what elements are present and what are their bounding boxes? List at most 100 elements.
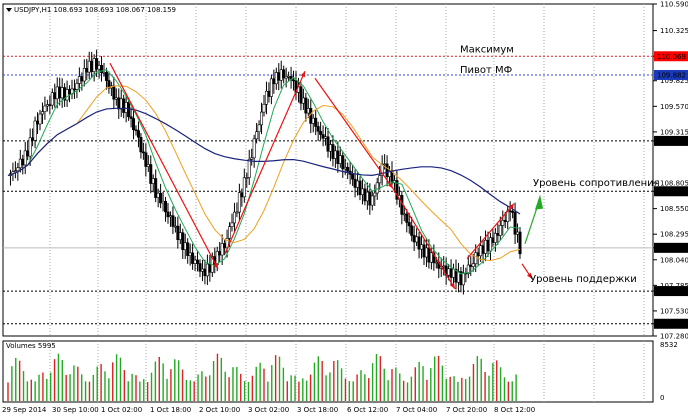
candle-body — [516, 231, 520, 235]
candle-body — [45, 104, 49, 107]
candle-body — [55, 86, 59, 100]
price-tick-label: 108.295 — [660, 231, 688, 239]
candle-body — [181, 232, 185, 251]
level-badge-label: 109.882 — [657, 72, 686, 80]
candle-body — [119, 98, 123, 110]
candle-body — [218, 251, 222, 256]
candle-body — [149, 164, 153, 184]
candle-body — [90, 60, 94, 72]
price-tick-label: 110.325 — [660, 27, 688, 35]
candle-body — [452, 268, 456, 278]
price-tick-label: 108.040 — [660, 256, 688, 264]
candle-body — [314, 117, 318, 127]
x-axis-label: 2 Oct 10:00 — [199, 406, 240, 414]
candle-body — [31, 137, 35, 141]
trend-line-up — [224, 70, 306, 254]
candle-body — [375, 182, 379, 194]
price-tick-label: 108.805 — [660, 180, 688, 188]
candle-body — [151, 178, 155, 184]
candle-body — [203, 268, 207, 277]
x-axis-label: 1 Oct 02:00 — [101, 406, 142, 414]
candle-body — [461, 272, 465, 286]
candle-body — [134, 129, 138, 132]
candle-body — [237, 192, 241, 213]
candle-body — [183, 242, 187, 251]
candle-body — [368, 191, 372, 206]
candle-body — [513, 212, 517, 235]
candle-body — [309, 108, 313, 124]
candle-body — [228, 226, 232, 239]
candle-body — [508, 210, 512, 213]
candle-body — [449, 268, 453, 278]
candle-body — [447, 268, 451, 276]
candle-body — [321, 134, 325, 139]
arrow-head — [300, 71, 305, 78]
candle-body — [112, 85, 116, 100]
candle-body — [417, 236, 421, 250]
candle-body — [87, 60, 91, 73]
level-badge-label: 108.159 — [657, 244, 686, 252]
candle-body — [139, 136, 143, 153]
candle-body — [378, 175, 382, 184]
arrow-head — [450, 282, 455, 289]
candle-body — [75, 83, 79, 90]
price-tick-label: 109.570 — [660, 103, 688, 111]
candle-body — [395, 180, 399, 200]
candle-body — [171, 215, 175, 227]
candle-body — [385, 163, 389, 178]
ma-mid-line — [7, 85, 521, 262]
candle-body — [498, 225, 502, 236]
candle-body — [486, 239, 490, 252]
candle-body — [164, 200, 168, 213]
candle-body — [311, 117, 315, 124]
candle-body — [100, 65, 104, 73]
candle-body — [48, 104, 52, 106]
x-axis-label: 3 Oct 02:00 — [248, 406, 289, 414]
candle-body — [245, 177, 249, 179]
candle-body — [363, 188, 367, 202]
candle-body — [255, 131, 259, 140]
candle-body — [503, 220, 507, 223]
candle-body — [442, 265, 446, 268]
candle-body — [144, 152, 148, 167]
candle-body — [420, 244, 424, 250]
candle-body — [208, 263, 212, 273]
trend-line-down — [392, 188, 456, 290]
level-badge-label: 110.069 — [657, 53, 686, 61]
candle-body — [205, 263, 209, 277]
price-tick-label: 109.315 — [660, 128, 688, 136]
candle-body — [493, 233, 497, 243]
candle-body — [365, 191, 369, 202]
candle-body — [196, 259, 200, 264]
candle-body — [326, 136, 330, 152]
candle-body — [287, 75, 291, 78]
candle-body — [491, 237, 495, 243]
candle-body — [97, 65, 101, 70]
candle-body — [474, 252, 478, 265]
level-badge — [654, 286, 688, 297]
candle-body — [343, 167, 347, 170]
x-axis-label: 7 Oct 20:00 — [446, 406, 487, 414]
candle-body — [269, 78, 273, 97]
x-axis-label: 3 Oct 18:00 — [297, 406, 338, 414]
candle-body — [511, 210, 515, 213]
candle-body — [193, 259, 197, 264]
candle-body — [481, 245, 485, 254]
candle-body — [260, 111, 264, 126]
price-tick-label: 110.590 — [660, 1, 688, 9]
candle-body — [235, 211, 239, 214]
candle-body — [353, 178, 357, 188]
candle-body — [257, 124, 261, 132]
candle-body — [36, 120, 40, 125]
candle-body — [136, 130, 140, 138]
candle-body — [168, 215, 172, 218]
candle-body — [95, 58, 99, 70]
x-axis-label: 30 Sep 10:00 — [52, 406, 99, 414]
candle-body — [53, 92, 57, 100]
price-pane — [2, 3, 654, 337]
candle-body — [82, 68, 86, 82]
candle-body — [176, 225, 180, 241]
arrow-head — [508, 203, 514, 210]
annotation-support: Уровень поддержки — [530, 274, 637, 285]
